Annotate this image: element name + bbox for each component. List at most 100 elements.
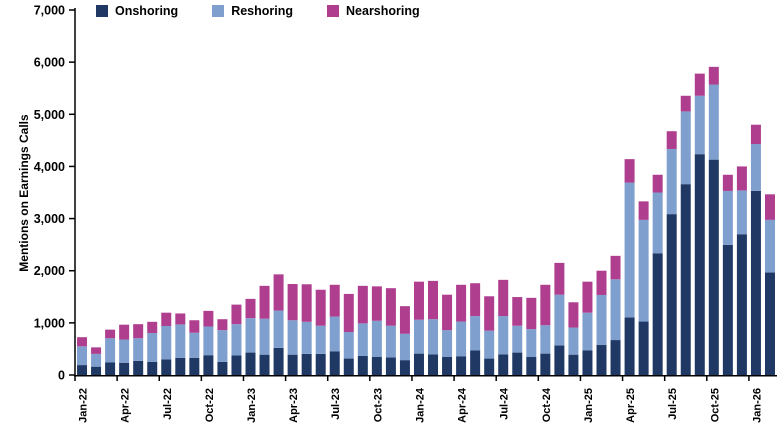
bar-segment-nearshoring-Mar-25 xyxy=(610,255,621,280)
bar-segment-reshoring-Jan-23 xyxy=(245,318,256,353)
bar-segment-nearshoring-Jun-23 xyxy=(315,289,326,326)
axes xyxy=(74,8,777,377)
y-axis-title: Mentions on Earnings Calls xyxy=(17,114,31,272)
bar-segment-nearshoring-May-23 xyxy=(301,284,312,322)
bar-segment-nearshoring-Dec-25 xyxy=(736,166,747,191)
bar-segment-onshoring-Apr-25 xyxy=(624,317,635,375)
legend-item-onshoring: Onshoring xyxy=(96,4,178,18)
bar-segment-onshoring-Sep-24 xyxy=(526,357,537,375)
reshoring-swatch-icon xyxy=(212,5,225,17)
bar-segment-reshoring-Aug-25 xyxy=(680,111,691,185)
bar-segment-reshoring-Dec-25 xyxy=(736,190,747,235)
bar-segment-onshoring-Jun-22 xyxy=(147,361,158,375)
bar-segment-onshoring-Mar-22 xyxy=(105,362,116,375)
bar-segment-onshoring-Aug-24 xyxy=(512,352,523,375)
bar-segment-reshoring-Jul-25 xyxy=(666,148,677,215)
x-tick-label: Oct-22 xyxy=(204,388,216,422)
bar-segment-nearshoring-Nov-23 xyxy=(385,288,396,326)
bar-segment-nearshoring-Aug-23 xyxy=(343,293,354,332)
bar-segment-reshoring-Nov-23 xyxy=(385,325,396,358)
bar-segment-reshoring-May-25 xyxy=(638,219,649,322)
bar-segment-nearshoring-Jan-23 xyxy=(245,298,256,319)
bar-segment-nearshoring-Aug-22 xyxy=(175,313,186,325)
bar-segment-nearshoring-Oct-22 xyxy=(203,310,214,327)
bar-segment-reshoring-Sep-22 xyxy=(189,332,200,358)
bar-segment-nearshoring-Apr-25 xyxy=(624,159,635,183)
bar-segment-onshoring-Aug-23 xyxy=(343,358,354,375)
bar-segment-onshoring-Dec-25 xyxy=(736,234,747,375)
x-tick-label: Apr-25 xyxy=(625,388,637,423)
bar-segment-onshoring-Jun-23 xyxy=(315,353,326,375)
bar-segment-reshoring-Jun-24 xyxy=(484,330,495,359)
bar-segment-onshoring-Sep-23 xyxy=(357,355,368,375)
bar-segment-onshoring-Jul-23 xyxy=(329,351,340,375)
legend-item-nearshoring: Nearshoring xyxy=(327,4,420,18)
bar-segment-nearshoring-Jan-24 xyxy=(413,281,424,320)
bar-segment-reshoring-Apr-24 xyxy=(456,321,467,357)
chart-legend: Onshoring Reshoring Nearshoring xyxy=(96,4,420,18)
bar-segment-nearshoring-Feb-24 xyxy=(428,280,439,320)
bar-segment-reshoring-Mar-25 xyxy=(610,279,621,341)
bar-segment-nearshoring-Jul-22 xyxy=(161,312,172,326)
bar-segment-onshoring-Nov-22 xyxy=(217,361,228,375)
bar-segment-reshoring-Jan-22 xyxy=(77,346,88,366)
bar-segment-nearshoring-Jul-24 xyxy=(498,279,509,317)
bar-segment-reshoring-Mar-23 xyxy=(273,310,284,348)
bar-segment-reshoring-Aug-23 xyxy=(343,331,354,359)
bar-segment-onshoring-Dec-24 xyxy=(568,354,579,375)
bar-segment-onshoring-Sep-22 xyxy=(189,357,200,375)
bar-segment-nearshoring-May-22 xyxy=(133,324,144,339)
bar-segment-reshoring-Dec-24 xyxy=(568,327,579,355)
bar-segment-reshoring-Nov-24 xyxy=(554,294,565,346)
bar-segment-reshoring-Aug-22 xyxy=(175,324,186,358)
bar-segment-reshoring-Jun-25 xyxy=(652,192,663,254)
bar-segment-onshoring-Nov-23 xyxy=(385,357,396,375)
bar-segment-reshoring-Jan-25 xyxy=(582,312,593,351)
bar-segment-nearshoring-Sep-23 xyxy=(357,285,368,324)
bar-segment-reshoring-Mar-22 xyxy=(105,338,116,363)
bar-segment-nearshoring-Dec-22 xyxy=(231,304,242,325)
bar-segment-reshoring-Oct-24 xyxy=(540,325,551,354)
x-tick-label: Jan-25 xyxy=(583,388,595,423)
bar-segment-reshoring-Feb-22 xyxy=(91,353,102,367)
bar-segment-onshoring-Aug-22 xyxy=(175,357,186,375)
bar-segment-reshoring-Feb-23 xyxy=(259,318,270,355)
x-tick-label: Apr-22 xyxy=(120,388,132,423)
bar-segment-nearshoring-Nov-24 xyxy=(554,262,565,295)
bar-segment-reshoring-Apr-23 xyxy=(287,320,298,355)
bar-segment-nearshoring-Sep-25 xyxy=(694,73,705,96)
x-tick-label: Jan-23 xyxy=(246,388,258,423)
bar-segment-onshoring-Jun-25 xyxy=(652,253,663,375)
x-tick-label: Jan-24 xyxy=(414,387,426,423)
y-tick-label: 1,000 xyxy=(34,316,65,330)
bar-segment-onshoring-May-22 xyxy=(133,360,144,375)
bar-segment-onshoring-Oct-23 xyxy=(371,357,382,375)
bar-segment-reshoring-May-22 xyxy=(133,338,144,361)
bar-segment-reshoring-Oct-22 xyxy=(203,326,214,356)
x-tick-label: Jan-22 xyxy=(78,388,90,423)
bar-segment-onshoring-Nov-24 xyxy=(554,345,565,375)
y-axis-ticks: 0 1,000 2,000 3,000 4,000 5,000 6,000 7,000 xyxy=(34,4,75,383)
bar-segment-nearshoring-May-25 xyxy=(638,201,649,220)
bar-segment-nearshoring-Feb-25 xyxy=(596,270,607,295)
bar-segment-onshoring-Sep-25 xyxy=(694,154,705,375)
bar-segment-nearshoring-Jan-25 xyxy=(582,281,593,313)
bar-segment-onshoring-Jan-22 xyxy=(77,365,88,375)
legend-label-nearshoring: Nearshoring xyxy=(346,4,420,18)
bar-segment-nearshoring-Apr-23 xyxy=(287,284,298,321)
y-tick-label: 4,000 xyxy=(34,160,65,174)
y-tick-label: 7,000 xyxy=(34,4,65,18)
bar-segment-nearshoring-Jun-25 xyxy=(652,174,663,193)
legend-label-reshoring: Reshoring xyxy=(231,4,294,18)
bar-segment-onshoring-Oct-24 xyxy=(540,353,551,375)
bar-segment-nearshoring-Mar-23 xyxy=(273,274,284,311)
bar-segment-reshoring-Mar-24 xyxy=(442,330,453,358)
bar-segment-reshoring-Feb-24 xyxy=(428,319,439,355)
bar-segment-reshoring-Jul-22 xyxy=(161,325,172,360)
bars xyxy=(77,66,775,375)
bar-segment-onshoring-Feb-22 xyxy=(91,366,102,375)
bar-segment-reshoring-Nov-25 xyxy=(722,190,733,245)
bar-segment-reshoring-Dec-23 xyxy=(399,333,410,361)
bar-segment-reshoring-Nov-22 xyxy=(217,330,228,362)
